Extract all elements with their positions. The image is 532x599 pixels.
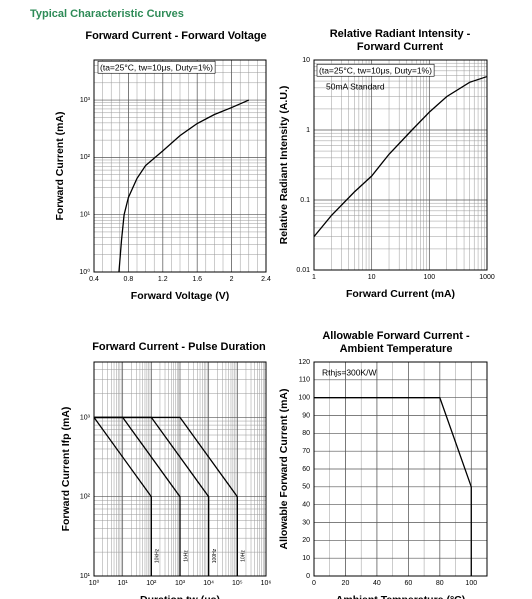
y-tick-label: 30 [302, 519, 310, 526]
series-line [94, 416, 238, 576]
x-tick-label: 0 [312, 580, 316, 587]
y-tick-label: 0.1 [300, 197, 310, 204]
x-tick-label: 0.8 [124, 276, 134, 283]
annotation-box [316, 63, 435, 77]
chart-title: Allowable Forward Current - [322, 330, 470, 342]
x-tick-label: 1 [312, 274, 316, 281]
y-tick-label: 100 [298, 395, 310, 402]
y-tick-label: 110 [299, 377, 310, 384]
x-tick-label: 10³ [175, 580, 186, 587]
x-tick-label: 20 [342, 580, 350, 587]
y-tick-label: 10 [302, 57, 310, 64]
y-tick-label: 10¹ [80, 573, 91, 580]
x-tick-label: 2 [230, 276, 234, 283]
annotation: (ta=25°C, tw=10μs, Duty=1%) [319, 65, 432, 75]
x-tick-label: 60 [404, 580, 412, 587]
y-tick-label: 40 [302, 502, 310, 509]
y-axis-label: Forward Current (mA) [54, 111, 66, 220]
x-axis-label: Duration tw (μs) [140, 594, 220, 599]
y-tick-label: 10¹ [80, 212, 91, 219]
x-tick-label: 10⁴ [203, 580, 214, 587]
x-tick-label: 1.6 [192, 276, 202, 283]
chart-title: Forward Current [357, 41, 444, 53]
y-tick-label: 60 [302, 466, 310, 473]
annotation: 50mA Standard [326, 81, 385, 91]
x-tick-label: 2.4 [261, 276, 271, 283]
chart-title: Forward Current - Forward Voltage [85, 30, 266, 42]
y-tick-label: 1 [306, 127, 310, 134]
chart-title: Ambient Temperature [340, 343, 453, 355]
x-tick-label: 10¹ [118, 580, 129, 587]
x-axis-label: Ambient Temperature (°C) [336, 594, 465, 599]
y-axis-label: Relative Radiant Intensity (A.U.) [278, 86, 290, 245]
y-tick-label: 90 [302, 412, 310, 419]
x-tick-label: 100 [423, 274, 435, 281]
y-tick-label: 0 [306, 573, 310, 580]
x-tick-label: 0.4 [89, 276, 99, 283]
y-tick-label: 10³ [80, 97, 91, 104]
y-tick-label: 10² [80, 494, 91, 501]
x-tick-label: 1000 [479, 274, 495, 281]
series-label: 10Hz [241, 550, 247, 562]
x-tick-label: 10⁶ [261, 580, 272, 587]
y-tick-label: 0.01 [296, 267, 310, 274]
x-tick-label: 1.2 [158, 276, 168, 283]
y-tick-label: 10² [80, 154, 91, 161]
series-line [313, 75, 488, 238]
series-label: 10kHz [155, 548, 161, 563]
series-line [314, 397, 472, 576]
y-tick-label: 10³ [80, 414, 91, 421]
y-axis-label: Forward Current Ifp (mA) [60, 407, 72, 532]
plot-frame [313, 59, 488, 271]
plot-frame [93, 59, 267, 273]
y-tick-label: 10 [302, 555, 310, 562]
y-tick-label: 70 [302, 448, 310, 455]
x-tick-label: 100 [465, 580, 477, 587]
y-tick-label: 120 [298, 359, 310, 366]
x-axis-label: Forward Voltage (V) [131, 290, 229, 302]
x-tick-label: 10⁵ [232, 580, 243, 587]
series-label: 1kHz [183, 550, 189, 562]
chart-title: Relative Radiant Intensity - [330, 28, 471, 40]
y-tick-label: 50 [302, 484, 310, 491]
y-tick-label: 80 [302, 430, 310, 437]
y-tick-label: 10⁰ [79, 268, 90, 276]
x-tick-label: 10 [368, 274, 376, 281]
x-tick-label: 40 [373, 580, 381, 587]
annotation: (ta=25°C, tw=10μs, Duty=1%) [100, 62, 213, 72]
y-axis-label: Allowable Forward Current (mA) [278, 388, 290, 549]
annotation: Rthjs=300K/W [322, 367, 377, 377]
y-tick-label: 20 [302, 537, 310, 544]
page-title: Typical Characteristic Curves [30, 8, 184, 20]
x-tick-label: 10⁰ [89, 579, 100, 587]
x-tick-label: 10² [146, 580, 157, 587]
series-line [93, 417, 152, 576]
x-axis-label: Forward Current (mA) [346, 288, 455, 300]
annotation-box [97, 60, 216, 74]
series-line [118, 99, 250, 273]
x-tick-label: 80 [436, 580, 444, 587]
plot-frame [313, 361, 488, 577]
series-label: 100Hz [212, 548, 218, 563]
chart-title: Forward Current - Pulse Duration [92, 341, 266, 353]
